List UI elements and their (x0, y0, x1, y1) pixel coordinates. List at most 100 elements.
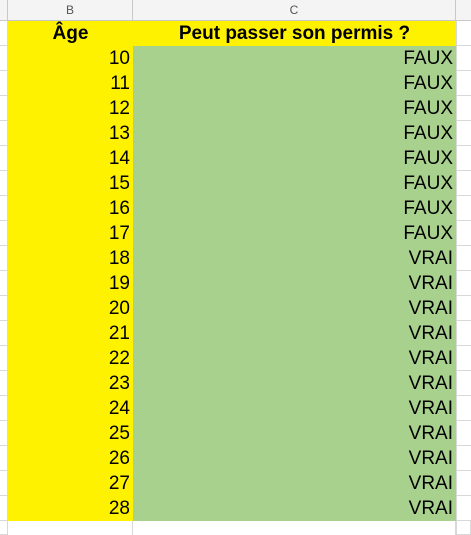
age-cell[interactable]: 26 (8, 446, 133, 471)
table-row: 10 FAUX (0, 46, 471, 71)
age-cell[interactable]: 15 (8, 171, 133, 196)
table-row: 17 FAUX (0, 221, 471, 246)
empty-row (0, 521, 471, 535)
cell-a[interactable] (0, 346, 8, 371)
cell-a[interactable] (0, 246, 8, 271)
cell-a[interactable] (0, 321, 8, 346)
cell-d[interactable] (456, 496, 471, 521)
age-cell[interactable]: 25 (8, 421, 133, 446)
cell-a[interactable] (0, 146, 8, 171)
permit-result-cell[interactable]: VRAI (133, 421, 456, 446)
cell-a[interactable] (0, 296, 8, 321)
table-row: 14 FAUX (0, 146, 471, 171)
age-cell[interactable]: 13 (8, 121, 133, 146)
permit-result-cell[interactable]: FAUX (133, 71, 456, 96)
empty-cell[interactable] (8, 521, 133, 535)
age-cell[interactable]: 16 (8, 196, 133, 221)
empty-cell[interactable] (133, 521, 456, 535)
empty-cell[interactable] (456, 521, 471, 535)
table-row: 21 VRAI (0, 321, 471, 346)
cell-a[interactable] (0, 71, 8, 96)
cell-d[interactable] (456, 371, 471, 396)
permit-result-cell[interactable]: VRAI (133, 396, 456, 421)
table-row: 22 VRAI (0, 346, 471, 371)
age-cell[interactable]: 17 (8, 221, 133, 246)
cell-d[interactable] (456, 346, 471, 371)
age-cell[interactable]: 18 (8, 246, 133, 271)
column-header-c[interactable]: C (133, 0, 456, 21)
permit-result-cell[interactable]: VRAI (133, 446, 456, 471)
cell-a[interactable] (0, 221, 8, 246)
cell-d[interactable] (456, 71, 471, 96)
permit-result-cell[interactable]: FAUX (133, 196, 456, 221)
cell-d[interactable] (456, 196, 471, 221)
cell-d[interactable] (456, 146, 471, 171)
age-cell[interactable]: 12 (8, 96, 133, 121)
cell-d[interactable] (456, 171, 471, 196)
cell-a[interactable] (0, 421, 8, 446)
age-cell[interactable]: 10 (8, 46, 133, 71)
permit-result-cell[interactable]: VRAI (133, 246, 456, 271)
age-cell[interactable]: 14 (8, 146, 133, 171)
permit-result-cell[interactable]: VRAI (133, 271, 456, 296)
table-row: 13 FAUX (0, 121, 471, 146)
age-cell[interactable]: 21 (8, 321, 133, 346)
cell-d[interactable] (456, 421, 471, 446)
permit-result-cell[interactable]: FAUX (133, 96, 456, 121)
column-header-a[interactable] (0, 0, 8, 21)
cell-d[interactable] (456, 446, 471, 471)
permit-result-cell[interactable]: FAUX (133, 171, 456, 196)
cell-d[interactable] (456, 321, 471, 346)
cell-d[interactable] (456, 296, 471, 321)
cell-a[interactable] (0, 121, 8, 146)
cell-d[interactable] (456, 271, 471, 296)
cell-a1[interactable] (0, 21, 8, 46)
cell-d[interactable] (456, 246, 471, 271)
cell-a[interactable] (0, 46, 8, 71)
cell-d[interactable] (456, 396, 471, 421)
cell-a[interactable] (0, 171, 8, 196)
cell-a[interactable] (0, 396, 8, 421)
column-header-b[interactable]: B (8, 0, 133, 21)
cell-a[interactable] (0, 196, 8, 221)
table-row: 24 VRAI (0, 396, 471, 421)
header-age-cell[interactable]: Âge (8, 21, 133, 46)
age-cell[interactable]: 23 (8, 371, 133, 396)
permit-result-cell[interactable]: VRAI (133, 296, 456, 321)
age-cell[interactable]: 11 (8, 71, 133, 96)
permit-result-cell[interactable]: VRAI (133, 346, 456, 371)
permit-result-cell[interactable]: VRAI (133, 321, 456, 346)
age-cell[interactable]: 20 (8, 296, 133, 321)
age-cell[interactable]: 27 (8, 471, 133, 496)
cell-d[interactable] (456, 121, 471, 146)
cell-d1[interactable] (456, 21, 471, 46)
cell-a[interactable] (0, 446, 8, 471)
permit-result-cell[interactable]: FAUX (133, 46, 456, 71)
permit-result-cell[interactable]: FAUX (133, 221, 456, 246)
age-cell[interactable]: 22 (8, 346, 133, 371)
cell-a[interactable] (0, 371, 8, 396)
age-cell[interactable]: 28 (8, 496, 133, 521)
permit-result-cell[interactable]: VRAI (133, 371, 456, 396)
age-cell[interactable]: 19 (8, 271, 133, 296)
column-header-d[interactable] (456, 0, 471, 21)
permit-result-cell[interactable]: VRAI (133, 496, 456, 521)
cell-a[interactable] (0, 496, 8, 521)
permit-result-cell[interactable]: FAUX (133, 146, 456, 171)
cell-a[interactable] (0, 471, 8, 496)
cell-d[interactable] (456, 471, 471, 496)
empty-cell[interactable] (0, 521, 8, 535)
cell-d[interactable] (456, 221, 471, 246)
table-row: 23 VRAI (0, 371, 471, 396)
cell-d[interactable] (456, 96, 471, 121)
header-permit-cell[interactable]: Peut passer son permis ? (133, 21, 456, 46)
age-cell[interactable]: 24 (8, 396, 133, 421)
cell-d[interactable] (456, 46, 471, 71)
cell-a[interactable] (0, 96, 8, 121)
cell-a[interactable] (0, 271, 8, 296)
table-row: 26 VRAI (0, 446, 471, 471)
permit-result-cell[interactable]: FAUX (133, 121, 456, 146)
table-row: 28 VRAI (0, 496, 471, 521)
permit-result-cell[interactable]: VRAI (133, 471, 456, 496)
